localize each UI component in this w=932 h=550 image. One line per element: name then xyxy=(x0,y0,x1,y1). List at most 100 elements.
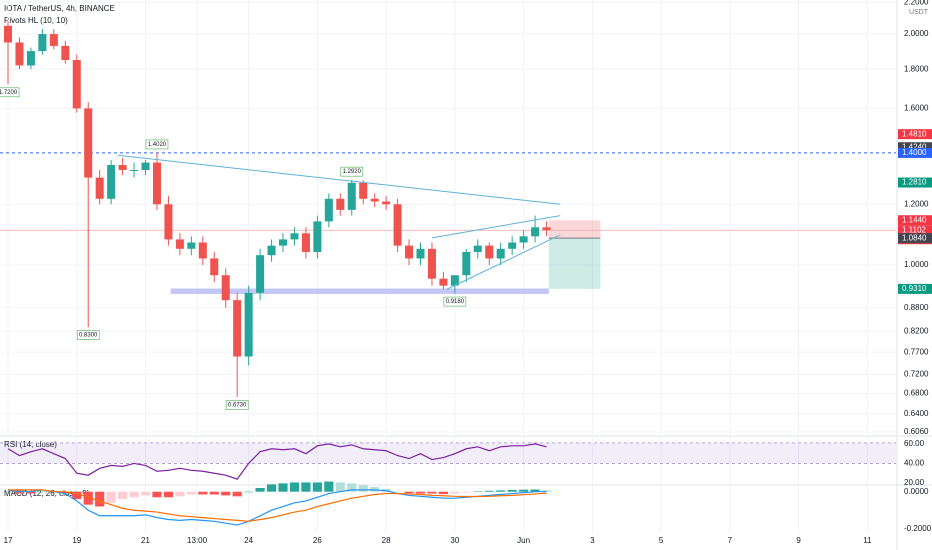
macd-bar xyxy=(530,489,540,492)
candle-body xyxy=(244,292,253,357)
candle-body xyxy=(336,198,345,210)
x-tick-label: 30 xyxy=(450,536,459,545)
price-tag xyxy=(898,233,932,244)
macd-bar xyxy=(507,489,517,492)
price-tag xyxy=(898,129,932,140)
macd-bar xyxy=(163,491,174,498)
macd-bar xyxy=(450,491,460,494)
candle-body xyxy=(187,242,196,249)
candle-body xyxy=(95,177,104,199)
candle-body xyxy=(531,227,540,237)
candle-body xyxy=(175,239,184,249)
indicator-label: Pivots HL (10, 10) xyxy=(4,16,68,25)
candle-body xyxy=(72,60,81,109)
macd-bar xyxy=(438,491,448,495)
pivot-label: 0.9180 xyxy=(446,299,465,305)
macd-bar xyxy=(175,491,185,497)
x-tick-label: 19 xyxy=(72,536,81,545)
macd-bar xyxy=(198,491,208,495)
macd-macd-line xyxy=(7,489,547,526)
macd-bar xyxy=(427,491,437,494)
x-tick-label: 11 xyxy=(863,536,872,545)
macd-bar xyxy=(37,491,47,493)
macd-bar xyxy=(209,491,219,495)
y-tick-label: 1.8000 xyxy=(904,64,929,73)
pivot-box xyxy=(76,330,100,340)
candle-body xyxy=(359,182,368,199)
pivot-label: 0.8300 xyxy=(79,333,98,339)
candle-body xyxy=(61,45,70,61)
macd-bar xyxy=(140,491,151,496)
macd-bar xyxy=(484,490,494,492)
macd-bar xyxy=(72,491,82,500)
candle-body xyxy=(382,201,391,205)
candle-body xyxy=(118,165,127,171)
x-tick-label: 21 xyxy=(141,536,150,545)
x-tick-label: 3 xyxy=(590,536,595,545)
rsi-tick-label: 60.00 xyxy=(904,439,925,448)
candle-body xyxy=(26,51,35,66)
macd-bar xyxy=(347,483,357,492)
pivot-label: 1.2920 xyxy=(343,169,362,175)
candle-body xyxy=(233,300,242,357)
price-tag xyxy=(898,215,932,226)
macd-bar xyxy=(404,491,414,494)
macd-bar xyxy=(106,491,116,503)
candle-body xyxy=(542,227,551,231)
x-tick-label: Jun xyxy=(517,536,530,545)
price-tag-label: 1.4810 xyxy=(902,129,927,138)
position-reward xyxy=(548,238,601,289)
price-tag-label: 1.1440 xyxy=(902,215,927,224)
candle-body xyxy=(370,198,379,202)
y-tick-label: 1.0000 xyxy=(904,260,929,269)
macd-tick-label: 0.0000 xyxy=(904,487,929,496)
chart-title: IOTA / TetherUS, 4h, BINANCE xyxy=(4,4,115,13)
y-tick-label: 1.6000 xyxy=(904,104,929,113)
y-tick-label: 0.8800 xyxy=(904,303,929,312)
macd-bar xyxy=(221,491,231,496)
macd-bar xyxy=(415,491,426,494)
candle-body xyxy=(210,258,219,276)
y-tick-label: 1.2000 xyxy=(904,199,929,208)
grid xyxy=(0,0,896,532)
position-risk xyxy=(548,220,601,239)
candle-body xyxy=(278,239,288,246)
y-tick-label: 2.0000 xyxy=(904,29,929,38)
candle-body xyxy=(164,204,173,240)
macd-bar xyxy=(289,482,300,492)
candle-body xyxy=(256,255,265,293)
candle-body xyxy=(416,248,425,259)
candle-body xyxy=(485,245,494,259)
candle-body xyxy=(221,275,230,301)
price-tag-label: 1.0840 xyxy=(902,233,927,242)
y-tick-label: 0.6400 xyxy=(904,409,929,418)
pivot-label: 0.6730 xyxy=(228,403,247,409)
y-tick-label: 0.7200 xyxy=(904,370,929,379)
macd-bar xyxy=(461,491,471,493)
y-tick-label: 0.6060 xyxy=(904,427,929,436)
candle-body xyxy=(496,248,505,259)
rsi-title: RSI (14, close) xyxy=(4,440,57,449)
macd-bar xyxy=(14,491,25,494)
candle-body xyxy=(152,162,161,205)
macd-bar xyxy=(95,491,105,507)
macd-bar xyxy=(393,491,403,493)
candle-body xyxy=(301,233,310,252)
candle-body xyxy=(313,221,322,252)
currency: USDT xyxy=(909,9,929,16)
x-tick-label: 17 xyxy=(4,536,13,545)
macd-bar xyxy=(496,490,506,492)
price-tag xyxy=(898,147,932,158)
rsi-line xyxy=(7,443,547,480)
macd-bar xyxy=(266,484,277,492)
price-tag xyxy=(898,177,932,188)
candle-body xyxy=(107,165,116,199)
candle-body xyxy=(473,245,482,252)
macd-bar xyxy=(26,491,36,494)
candle-body xyxy=(130,170,139,172)
pivot-box xyxy=(443,296,467,307)
candle-body xyxy=(347,182,356,210)
candle-body xyxy=(508,242,517,249)
price-tag-label: 1.1102 xyxy=(902,225,926,234)
candle-body xyxy=(450,275,459,286)
